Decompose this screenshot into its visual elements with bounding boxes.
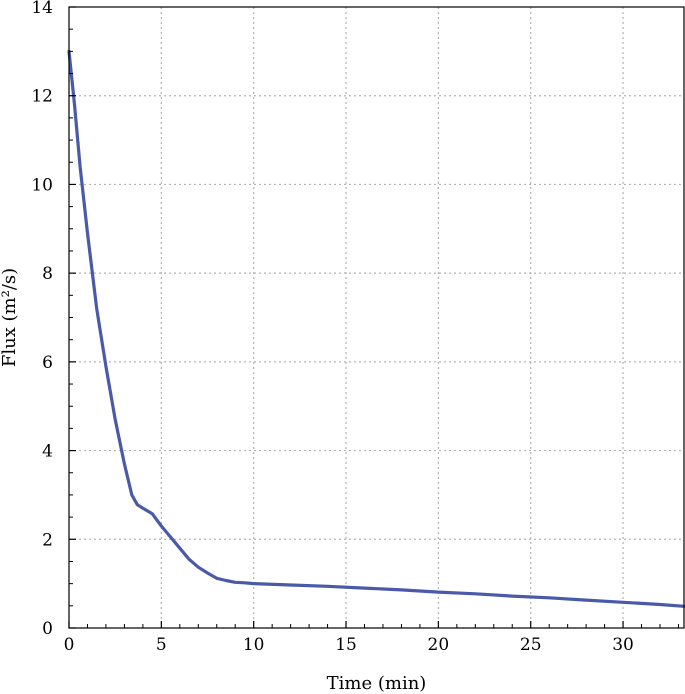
x-tick-label: 15: [335, 635, 357, 655]
y-tick-label: 6: [42, 353, 53, 373]
x-tick-label: 5: [156, 635, 167, 655]
y-tick-label: 4: [42, 442, 53, 462]
y-tick-label: 2: [42, 530, 53, 550]
ticks: 0 5 10 15 20 25 30 0 2 4 6 8 10 12 14: [31, 0, 679, 655]
y-axis-label: Flux (m²/s): [0, 268, 20, 367]
y-tick-label: 14: [31, 0, 53, 18]
x-tick-label: 30: [612, 635, 634, 655]
x-tick-label: 10: [243, 635, 265, 655]
y-tick-label: 10: [31, 175, 53, 195]
y-tick-label: 12: [31, 87, 53, 107]
series-line: [67, 49, 685, 608]
x-axis-label: Time (min): [327, 673, 427, 694]
series-layer: [67, 49, 685, 608]
y-tick-label: 8: [42, 264, 53, 284]
x-tick-label: 0: [64, 635, 75, 655]
x-tick-label: 25: [520, 635, 542, 655]
grid: [69, 7, 684, 628]
x-tick-label: 20: [428, 635, 450, 655]
y-tick-label: 0: [42, 619, 53, 639]
